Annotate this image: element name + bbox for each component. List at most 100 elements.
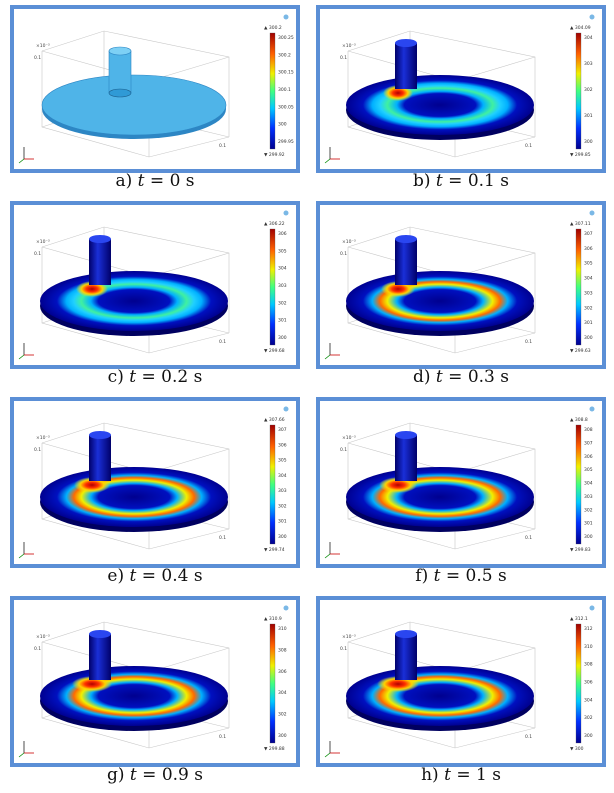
time-unit: s xyxy=(193,367,203,387)
cylinder-top xyxy=(89,630,111,638)
axis-triad-icon xyxy=(18,147,34,164)
colorbar-tick-label: 300 xyxy=(584,534,593,540)
colorbar-tick-label: 302 xyxy=(278,300,287,306)
colorbar-tick-label: 307 xyxy=(584,440,593,446)
colorbar-tick-label: 303 xyxy=(584,290,593,296)
time-value: 0.3 xyxy=(467,367,495,387)
disc xyxy=(40,467,228,527)
panel-caption: g) t = 0.9 s xyxy=(7,765,303,785)
colorbar-tick-label: 306 xyxy=(584,246,593,252)
colorbar-tick-label: 304 xyxy=(278,266,287,272)
colorbar-tick-label: 300 xyxy=(278,122,287,128)
equals-sign: = xyxy=(149,171,165,191)
disc xyxy=(346,75,534,135)
colorbar-tick-label: 300.2 xyxy=(278,52,291,58)
equals-sign: = xyxy=(142,765,157,785)
caption-letter: e) xyxy=(107,566,125,586)
equals-sign: = xyxy=(456,765,471,785)
colorbar-tick-label: 310 xyxy=(278,626,287,632)
axis-triad-icon xyxy=(324,147,340,164)
colorbar-tick-label: 307 xyxy=(584,231,593,237)
colorbar-tick-label: 305 xyxy=(278,248,287,254)
panel-caption: h) t = 1 s xyxy=(313,765,609,785)
colorbar-tick-label: 304 xyxy=(278,690,287,696)
temperature-plot: ×10⁻³ 0.1 0.1 ▲ 304.09 ▼ 299.85 304 303 302 301 3… xyxy=(324,14,595,164)
time-unit: s xyxy=(185,171,195,191)
axis-tick-label: 0.1 xyxy=(340,55,347,61)
colorbar-tick-label: 304 xyxy=(584,35,593,41)
temperature-plot: ×10⁻³ 0.1 0.1 ▲ 308.8 ▼ 299.83 308 307 306 305 30… xyxy=(324,406,595,559)
cylinder-base xyxy=(108,88,132,98)
simulation-panel: ×10⁻³ 0.1 0.1 ▲ 312.1 ▼ 300 312 310 308 306 304 30… xyxy=(316,596,606,767)
colorbar xyxy=(575,32,582,150)
colorbar-tick-label: 304 xyxy=(584,481,593,487)
colorbar-tick-label: 300 xyxy=(584,335,593,341)
colorbar-tick-label: 300.05 xyxy=(278,104,294,110)
axis-exponent-label: ×10⁻³ xyxy=(36,43,50,49)
caption-letter: d) xyxy=(412,367,431,387)
colorbar-min-label: ▼ 299.74 xyxy=(264,547,285,553)
colorbar-tick-label: 303 xyxy=(278,488,287,494)
axis-tick-label: 0.1 xyxy=(34,251,41,257)
equals-sign: = xyxy=(448,171,463,191)
axis-tick-label: 0.1 xyxy=(525,339,532,345)
panel-caption: d) t = 0.3 s xyxy=(313,367,609,387)
equals-sign: = xyxy=(445,566,461,586)
cylinder-top xyxy=(89,235,111,243)
colorbar-tick-label: 302 xyxy=(278,712,287,718)
temperature-plot: ×10⁻³ 0.1 0.1 ▲ 306.22 ▼ 299.68 306 305 304 303 3… xyxy=(18,210,289,360)
colorbar-tick-label: 305 xyxy=(278,458,287,464)
logo-icon xyxy=(589,14,595,20)
colorbar-tick-label: 306 xyxy=(584,680,593,686)
colorbar-tick-label: 306 xyxy=(278,442,287,448)
colorbar-min-label: ▼ 299.92 xyxy=(264,152,285,158)
cylinder xyxy=(395,435,417,481)
time-unit: s xyxy=(492,765,501,785)
time-symbol: t xyxy=(435,171,443,191)
colorbar-tick-label: 303 xyxy=(278,283,287,289)
simulation-panel: ×10⁻³ 0.1 0.1 ▲ 308.8 ▼ 299.83 308 307 306 305 30… xyxy=(316,397,606,568)
colorbar-tick-label: 299.95 xyxy=(278,139,294,145)
colorbar-tick-label: 306 xyxy=(584,454,593,460)
axis-tick-label: 0.1 xyxy=(34,55,41,61)
colorbar-max-label: ▲ 300.2 xyxy=(264,25,282,31)
colorbar-tick-label: 300.1 xyxy=(278,87,291,93)
axis-exponent-label: ×10⁻³ xyxy=(36,435,50,441)
colorbar-tick-label: 301 xyxy=(584,521,593,527)
logo-icon xyxy=(283,605,289,611)
colorbar-tick-label: 301 xyxy=(584,320,593,326)
equals-sign: = xyxy=(141,367,156,387)
colorbar-min-label: ▼ 299.68 xyxy=(264,348,285,354)
colorbar-tick-label: 310 xyxy=(584,644,593,650)
colorbar-tick-label: 305 xyxy=(584,467,593,473)
time-symbol: t xyxy=(129,765,137,785)
time-unit: s xyxy=(497,566,507,586)
time-value: 1 xyxy=(475,765,487,785)
logo-icon xyxy=(283,14,289,20)
colorbar-tick-label: 301 xyxy=(278,519,287,525)
axis-tick-label: 0.1 xyxy=(219,734,226,740)
axis-exponent-label: ×10⁻³ xyxy=(342,435,356,441)
axis-exponent-label: ×10⁻³ xyxy=(36,634,50,640)
axis-exponent-label: ×10⁻³ xyxy=(342,239,356,245)
axis-exponent-label: ×10⁻³ xyxy=(36,239,50,245)
logo-icon xyxy=(589,605,595,611)
time-value: 0.9 xyxy=(161,765,189,785)
cylinder xyxy=(395,239,417,285)
time-symbol: t xyxy=(433,566,441,586)
panel-caption: e) t = 0.4 s xyxy=(7,566,303,586)
time-value: 0.1 xyxy=(467,171,495,191)
colorbar-min-label: ▼ 299.63 xyxy=(570,348,591,354)
colorbar xyxy=(269,228,276,346)
disc xyxy=(40,666,228,726)
colorbar-min-label: ▼ 300 xyxy=(570,746,584,752)
time-value: 0.2 xyxy=(161,367,189,387)
temperature-plot: ×10⁻³ 0.1 0.1 ▲ 312.1 ▼ 300 312 310 308 306 304 30… xyxy=(324,605,595,758)
cylinder xyxy=(89,634,111,680)
colorbar-tick-label: 303 xyxy=(584,494,593,500)
time-symbol: t xyxy=(129,367,137,387)
colorbar-min-label: ▼ 299.83 xyxy=(570,547,591,553)
temperature-plot: ×10⁻³ 0.1 0.1 ▲ 300.2 ▼ 299.92 300.25 300.2 300… xyxy=(18,14,294,164)
simulation-panel: ×10⁻³ 0.1 0.1 ▲ 307.11 ▼ 299.63 307 306 305 304 3… xyxy=(316,201,606,369)
caption-letter: g) xyxy=(106,765,125,785)
